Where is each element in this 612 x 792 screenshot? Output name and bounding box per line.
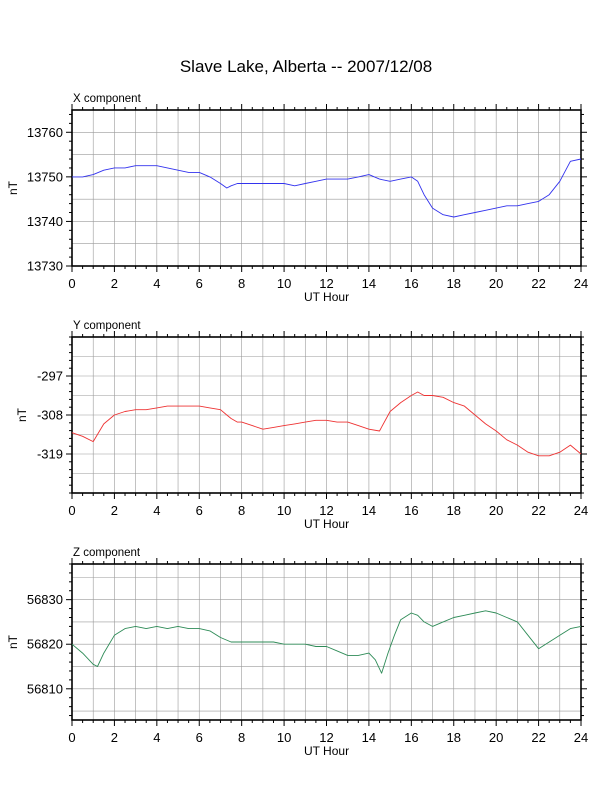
x-tick-label: 4 xyxy=(153,730,160,745)
x-tick-label: 0 xyxy=(68,730,75,745)
x-tick-label: 14 xyxy=(362,276,376,291)
x-tick-label: 22 xyxy=(531,276,545,291)
y-tick-label: -308 xyxy=(37,408,63,423)
page-title: Slave Lake, Alberta -- 2007/12/08 xyxy=(179,57,433,76)
panel-title: Y component xyxy=(73,320,141,332)
series-line-1 xyxy=(72,158,582,218)
x-tick-label: 12 xyxy=(319,730,333,745)
y-axis-label: nT xyxy=(6,634,20,649)
x-tick-label: 0 xyxy=(68,503,75,518)
y-tick-label: 56820 xyxy=(27,637,63,652)
series-line-1 xyxy=(71,391,582,457)
y-tick-label: 13730 xyxy=(27,259,63,274)
x-tick-label: 14 xyxy=(362,503,376,518)
x-tick-label: 6 xyxy=(196,503,203,518)
y-tick-label: 13760 xyxy=(27,125,63,140)
x-tick-label: 18 xyxy=(447,276,461,291)
x-tick-label: 20 xyxy=(489,503,503,518)
x-tick-label: 24 xyxy=(574,730,588,745)
x-tick-label: 2 xyxy=(111,730,118,745)
x-tick-label: 16 xyxy=(404,276,418,291)
y-axis-label: nT xyxy=(15,407,29,422)
panel-title: Z component xyxy=(73,547,141,559)
x-axis-label: UT Hour xyxy=(304,290,349,304)
x-axis-label: UT Hour xyxy=(304,744,349,758)
panel-title: X component xyxy=(73,93,142,105)
x-tick-label: 4 xyxy=(153,276,160,291)
x-axis-label: UT Hour xyxy=(304,517,349,531)
x-tick-label: 10 xyxy=(277,503,291,518)
y-tick-label: 56810 xyxy=(27,681,63,696)
x-tick-label: 20 xyxy=(489,276,503,291)
y-axis-label: nT xyxy=(6,180,20,195)
x-tick-label: 6 xyxy=(196,730,203,745)
x-tick-label: 12 xyxy=(319,503,333,518)
x-tick-label: 2 xyxy=(111,276,118,291)
x-tick-label: 14 xyxy=(362,730,376,745)
y-tick-label: 13750 xyxy=(27,169,63,184)
y-tick-label: -297 xyxy=(37,369,63,384)
y-tick-label: 13740 xyxy=(27,214,63,229)
x-tick-label: 8 xyxy=(238,503,245,518)
x-tick-label: 18 xyxy=(447,503,461,518)
x-tick-label: 16 xyxy=(404,503,418,518)
x-tick-label: 16 xyxy=(404,730,418,745)
x-tick-label: 24 xyxy=(574,276,588,291)
x-tick-label: 20 xyxy=(489,730,503,745)
x-tick-label: 0 xyxy=(68,276,75,291)
chart-panel-1: 0 2 4 6 8 10 12 14 16 18 20 22 241373013740137501376… xyxy=(6,93,588,304)
x-tick-label: 4 xyxy=(153,503,160,518)
x-tick-label: 6 xyxy=(196,276,203,291)
x-tick-label: 8 xyxy=(238,730,245,745)
x-tick-label: 24 xyxy=(574,503,588,518)
x-tick-label: 12 xyxy=(319,276,333,291)
x-tick-label: 18 xyxy=(447,730,461,745)
x-tick-label: 22 xyxy=(531,730,545,745)
x-tick-label: 8 xyxy=(238,276,245,291)
y-tick-label: -319 xyxy=(37,447,63,462)
x-tick-label: 2 xyxy=(111,503,118,518)
y-tick-label: 56830 xyxy=(27,592,63,607)
x-tick-label: 22 xyxy=(531,503,545,518)
x-tick-label: 10 xyxy=(277,276,291,291)
x-tick-label: 10 xyxy=(277,730,291,745)
series-line-1 xyxy=(71,610,582,674)
